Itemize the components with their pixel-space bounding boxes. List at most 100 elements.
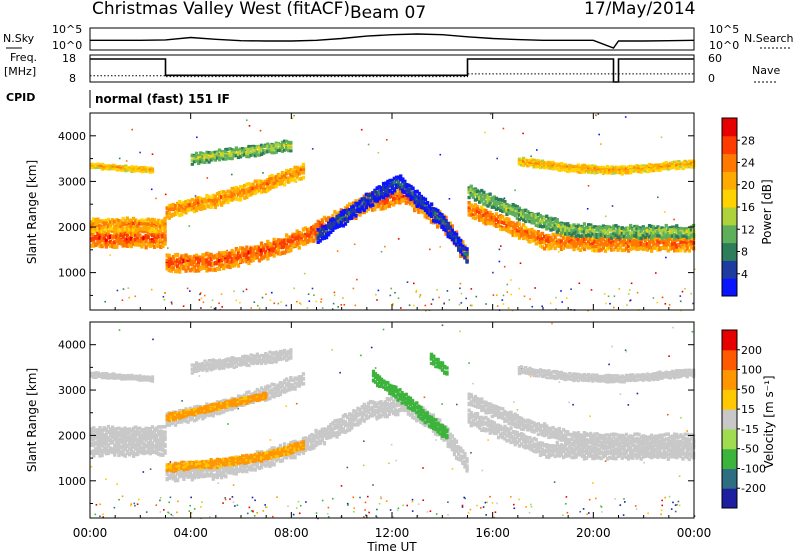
power-band-5-cell bbox=[553, 240, 557, 245]
power-noise-pixel bbox=[311, 148, 314, 150]
power-band-0-cell bbox=[119, 230, 123, 235]
power-band-3-cell bbox=[276, 142, 280, 146]
velocity-band-0-cell bbox=[306, 446, 310, 451]
velocity-noise-pixel bbox=[572, 403, 574, 406]
power-band-0-cell bbox=[230, 263, 234, 268]
power-band-7-cell bbox=[597, 170, 601, 173]
power-band-0-cell bbox=[373, 207, 377, 212]
power-band-6-cell bbox=[635, 232, 639, 236]
power-colorbar-tick-label: 16 bbox=[741, 201, 755, 214]
power-band-0-cell bbox=[310, 225, 314, 231]
velocity-band-0-cell bbox=[339, 429, 343, 434]
power-noise-pixel bbox=[656, 301, 659, 304]
power-band-5-cell bbox=[578, 243, 582, 247]
power-noise-pixel bbox=[375, 293, 377, 296]
power-band-1-cell bbox=[111, 221, 115, 226]
velocity-band-0-cell bbox=[117, 452, 121, 458]
beam-label: Beam 07 bbox=[350, 3, 426, 23]
power-band-3-cell bbox=[249, 146, 253, 150]
power-band-5-cell bbox=[591, 248, 595, 252]
velocity-noise-pixel bbox=[553, 481, 556, 483]
power-noise-pixel bbox=[280, 301, 282, 303]
velocity-band-0-cell bbox=[100, 453, 104, 458]
power-band-6-cell bbox=[540, 220, 545, 224]
power-band-6-cell bbox=[681, 234, 685, 238]
power-band-1-cell bbox=[266, 178, 270, 182]
power-band-0-cell bbox=[371, 201, 375, 206]
power-band-0-cell bbox=[163, 237, 167, 242]
velocity-band-0-cell bbox=[375, 415, 379, 420]
power-band-5-cell bbox=[681, 245, 685, 250]
power-band-5-cell bbox=[471, 213, 475, 218]
power-band-0-cell bbox=[100, 244, 104, 249]
power-band-1-cell bbox=[121, 216, 125, 221]
power-band-1-cell bbox=[163, 219, 167, 224]
power-band-5-cell bbox=[685, 238, 689, 243]
power-band-7-cell bbox=[675, 160, 679, 163]
power-band-4-cell bbox=[381, 187, 386, 192]
power-band-0-cell bbox=[293, 242, 297, 247]
power-band-1-cell bbox=[272, 185, 276, 189]
power-band-5-cell bbox=[624, 240, 629, 245]
power-band-2-cell bbox=[126, 166, 130, 169]
velocity-band-0-cell bbox=[117, 448, 121, 453]
power-band-7-cell bbox=[681, 161, 685, 164]
power-band-5-cell bbox=[475, 207, 480, 211]
velocity-noise-pixel bbox=[510, 496, 512, 498]
power-band-4-cell bbox=[331, 228, 335, 232]
power-band-3-cell bbox=[201, 158, 205, 162]
power-band-7-cell bbox=[580, 165, 585, 168]
power-band-4-cell bbox=[335, 222, 339, 227]
velocity-band-0-cell bbox=[358, 420, 362, 425]
power-band-3-cell bbox=[217, 152, 222, 156]
power-band-3-cell bbox=[213, 155, 217, 159]
power-band-3-cell bbox=[280, 143, 285, 147]
power-band-7-cell bbox=[559, 162, 564, 165]
power-band-1-cell bbox=[228, 189, 232, 194]
power-band-0-cell bbox=[207, 254, 211, 259]
power-band-4-cell bbox=[390, 178, 394, 183]
power-band-3-cell bbox=[238, 155, 243, 159]
velocity-band-0-cell bbox=[389, 408, 394, 414]
power-band-6-cell bbox=[666, 231, 670, 236]
power-band-6-cell bbox=[547, 222, 551, 226]
velocity-band-0-cell bbox=[350, 425, 354, 430]
power-noise-pixel bbox=[471, 304, 473, 307]
power-band-1-cell bbox=[197, 201, 201, 206]
power-noise-pixel bbox=[448, 198, 451, 200]
velocity-noise-pixel bbox=[624, 501, 626, 503]
power-band-0-cell bbox=[249, 258, 253, 263]
power-band-4-cell bbox=[371, 196, 375, 201]
velocity-band-0-cell bbox=[385, 407, 389, 413]
power-band-0-cell bbox=[106, 235, 111, 240]
power-band-7-cell bbox=[536, 161, 540, 164]
velocity-noise-pixel bbox=[586, 513, 588, 516]
power-band-3-cell bbox=[236, 151, 241, 155]
power-band-5-cell bbox=[582, 243, 587, 247]
power-band-2-cell bbox=[98, 163, 102, 166]
power-band-4-cell bbox=[343, 210, 348, 215]
power-band-5-cell bbox=[633, 244, 637, 248]
velocity-noise-pixel bbox=[94, 513, 97, 516]
power-band-7-cell bbox=[666, 165, 670, 168]
power-noise-pixel bbox=[164, 193, 167, 196]
power-band-3-cell bbox=[213, 150, 217, 154]
power-band-0-cell bbox=[377, 199, 381, 204]
power-band-5-cell bbox=[511, 233, 515, 237]
power-noise-pixel bbox=[321, 307, 324, 309]
power-band-7-cell bbox=[664, 167, 668, 170]
power-band-6-cell bbox=[687, 233, 691, 237]
power-band-7-cell bbox=[689, 164, 694, 167]
velocity-band-0-cell bbox=[394, 403, 398, 408]
power-band-6-cell bbox=[687, 227, 691, 232]
power-band-5-cell bbox=[656, 243, 660, 247]
power-noise-pixel bbox=[259, 129, 262, 132]
power-band-0-cell bbox=[106, 242, 111, 247]
power-band-6-cell bbox=[660, 229, 664, 233]
power-band-4-cell bbox=[381, 195, 386, 200]
power-band-7-cell bbox=[635, 168, 639, 171]
power-noise-pixel bbox=[239, 301, 241, 304]
power-band-6-cell bbox=[618, 235, 622, 239]
power-band-0-cell bbox=[262, 247, 266, 253]
power-band-0-cell bbox=[220, 258, 224, 263]
